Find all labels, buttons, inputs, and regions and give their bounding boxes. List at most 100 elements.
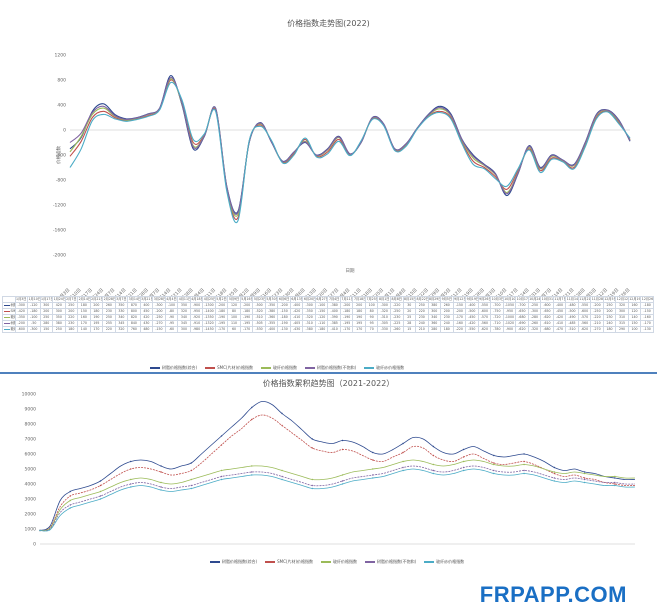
table-cell: -980 xyxy=(189,326,204,333)
table-header-cell: 11月7日 xyxy=(552,296,567,303)
series-line xyxy=(69,78,631,217)
table-cell: -620 xyxy=(515,326,529,333)
table-cell: 220 xyxy=(102,326,116,333)
table-header-cell: 3月7日 xyxy=(114,296,129,303)
x-tick-label: 12月5日 xyxy=(581,287,598,296)
series-point xyxy=(130,478,132,481)
y-tick-label: 0 xyxy=(63,128,66,134)
table-cell: -1000 xyxy=(502,314,517,321)
table-header-cell: 1月10日 xyxy=(27,296,41,303)
x-tick-label: 5月30日 xyxy=(279,287,296,296)
table-header-cell: 6月6日 xyxy=(277,296,291,303)
x-tick-label: 6月13日 xyxy=(301,287,318,296)
table-header-cell: 11月21日 xyxy=(577,296,592,303)
series-point xyxy=(311,438,313,440)
table-header-cell: 10月31日 xyxy=(540,296,554,303)
table-cell: -400 xyxy=(264,326,279,333)
series-point xyxy=(432,445,435,448)
table-cell: -430 xyxy=(289,326,304,333)
legend-swatch xyxy=(3,316,10,318)
table-row-name: 树脂价格指数(综合) xyxy=(2,302,16,309)
series-point xyxy=(99,484,102,487)
table-cell: -600 xyxy=(14,326,29,333)
table-header-cell: 6月13日 xyxy=(289,296,304,303)
table-cell: -1350 xyxy=(202,314,216,321)
legend-item: 树脂价格指数(综合) xyxy=(150,365,197,371)
table-header-cell: 7月25日 xyxy=(364,296,379,303)
series-line xyxy=(69,79,631,220)
x-tick-label: 3月21日 xyxy=(167,287,184,296)
table-cell: 300 xyxy=(177,326,191,333)
series-point xyxy=(432,463,435,466)
y-tick-label: -1200 xyxy=(53,203,66,209)
series-point xyxy=(69,499,71,502)
table-cell: -330 xyxy=(377,326,391,333)
table-header-cell: 12月19日 xyxy=(627,296,642,303)
legend-swatch xyxy=(150,367,160,369)
series-point xyxy=(341,483,344,485)
series-point xyxy=(220,478,223,481)
table-cell: -170 xyxy=(239,326,254,333)
y-tick-label: -1600 xyxy=(53,228,66,234)
series-point xyxy=(462,456,465,458)
series-point xyxy=(583,471,586,473)
series-point xyxy=(220,469,223,472)
x-tick-label: 1月10日 xyxy=(66,287,83,296)
series-point xyxy=(523,472,525,475)
series-point xyxy=(99,490,102,493)
x-tick-label: 2月14日 xyxy=(111,287,128,296)
y-tick-label: 5000 xyxy=(25,467,37,473)
table-cell: 150 xyxy=(39,326,54,333)
x-tick-label: 9月12日 xyxy=(447,287,464,296)
legend-swatch xyxy=(261,367,272,369)
table-header-cell: 5月23日 xyxy=(252,296,266,303)
series-point xyxy=(130,483,132,485)
series-point xyxy=(311,487,313,490)
series-point xyxy=(462,448,465,451)
series-point xyxy=(160,471,162,473)
table-header-cell: 3月21日 xyxy=(139,296,154,303)
table-cell: 320 xyxy=(114,326,129,333)
y-tick-label: 4000 xyxy=(25,482,37,488)
x-tick-label: 8月8日 xyxy=(393,287,408,296)
table-cell: -130 xyxy=(277,326,291,333)
table-header-cell: 11月28日 xyxy=(590,296,604,303)
table-cell: 760 xyxy=(127,326,141,333)
series-point xyxy=(372,477,374,479)
x-tick-label: 7月18日 xyxy=(357,287,374,296)
legend-item: 树脂价格指数(不饱和) xyxy=(365,559,416,565)
table-row-name: 树脂价格指数(不饱和) xyxy=(2,320,16,327)
x-tick-label: 8月22日 xyxy=(413,287,430,296)
table-cell: 180 xyxy=(64,326,79,333)
legend-label: 玻纤纱价格指数 xyxy=(376,365,405,370)
series-point xyxy=(341,480,344,482)
table-header-cell: 3月28日 xyxy=(152,296,166,303)
table-cell: 100 xyxy=(627,326,642,333)
legend-swatch xyxy=(3,310,10,312)
series-line xyxy=(69,76,631,215)
x-tick-label: 5月9日 xyxy=(247,287,262,296)
series-point xyxy=(341,439,344,442)
series-point xyxy=(99,498,102,500)
series-point xyxy=(130,486,132,488)
table-header-cell: 9月12日 xyxy=(452,296,467,303)
table-cell: -180 xyxy=(314,326,329,333)
series-point xyxy=(614,481,616,484)
series-point xyxy=(402,460,404,463)
table-header-cell: 7月11日 xyxy=(339,296,354,303)
series-line xyxy=(39,465,636,532)
table-header-cell: 9月5日 xyxy=(440,296,454,303)
series-point xyxy=(251,406,253,409)
y-tick-label: 0 xyxy=(33,542,36,548)
x-tick-label: 5月2日 xyxy=(236,287,251,296)
series-point xyxy=(220,475,223,478)
series-point xyxy=(553,480,556,482)
table-cell: -620 xyxy=(577,326,592,333)
series-line xyxy=(39,401,636,531)
y-tick-label: -400 xyxy=(56,153,66,159)
table-cell: 170 xyxy=(89,326,104,333)
series-point xyxy=(99,495,102,497)
series-point xyxy=(99,480,102,482)
legend-item: 树脂价格指数(不饱和) xyxy=(305,365,356,371)
series-point xyxy=(160,465,162,467)
